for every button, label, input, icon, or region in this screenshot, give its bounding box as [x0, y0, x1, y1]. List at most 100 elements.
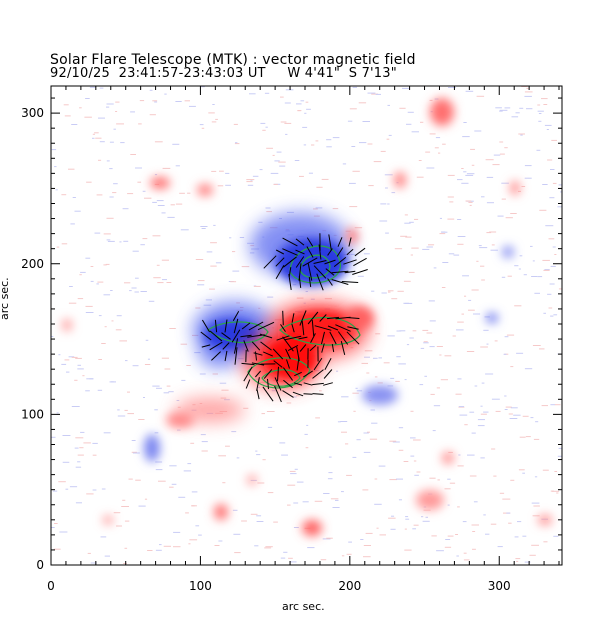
noise-speck — [378, 465, 386, 467]
noise-speck — [148, 300, 155, 302]
noise-speck — [89, 378, 94, 380]
noise-speck — [256, 454, 261, 456]
noise-speck — [466, 173, 475, 175]
noise-speck — [123, 563, 127, 564]
noise-speck — [249, 93, 256, 95]
noise-speck — [558, 447, 562, 449]
field-vector — [302, 257, 318, 267]
noise-speck — [112, 192, 117, 194]
noise-speck — [168, 391, 174, 393]
field-vector — [200, 331, 212, 341]
noise-speck — [367, 143, 373, 145]
noise-speck — [92, 442, 98, 444]
noise-speck — [284, 122, 292, 124]
noise-speck — [369, 438, 378, 440]
noise-speck — [169, 328, 176, 329]
noise-speck — [68, 302, 77, 304]
noise-speck — [447, 535, 454, 537]
noise-speck — [283, 551, 288, 553]
noise-speck — [522, 415, 529, 417]
noise-speck — [98, 117, 105, 119]
noise-speck — [531, 544, 539, 546]
noise-speck — [191, 491, 198, 493]
noise-speck — [101, 488, 106, 490]
noise-speck — [199, 124, 204, 126]
x-tick-label: 100 — [189, 579, 212, 593]
noise-speck — [363, 451, 371, 453]
noise-speck — [545, 225, 554, 227]
noise-speck — [253, 285, 261, 287]
noise-speck — [404, 549, 412, 551]
noise-speck — [474, 385, 478, 387]
noise-speck — [441, 287, 446, 288]
noise-speck — [177, 429, 181, 431]
noise-speck — [506, 512, 511, 514]
noise-speck — [469, 475, 477, 477]
noise-speck — [442, 262, 449, 263]
noise-speck — [425, 516, 428, 518]
noise-speck — [471, 432, 476, 434]
noise-speck — [426, 246, 433, 248]
field-vector — [321, 343, 325, 353]
noise-speck — [330, 498, 339, 500]
noise-speck — [189, 105, 196, 107]
noise-speck — [52, 490, 58, 492]
field-vector — [307, 311, 319, 325]
noise-speck — [544, 269, 550, 271]
noise-speck — [197, 284, 205, 286]
field-vector — [354, 247, 366, 257]
field-vector — [347, 326, 359, 330]
field-vector — [324, 259, 336, 265]
noise-speck — [167, 216, 175, 218]
noise-speck — [281, 454, 288, 456]
noise-speck — [266, 411, 275, 412]
noise-speck — [461, 182, 469, 184]
noise-speck — [314, 500, 323, 502]
field-vector — [327, 278, 333, 286]
noise-speck — [541, 405, 548, 407]
noise-speck — [279, 165, 286, 167]
field-vector — [325, 268, 335, 276]
noise-speck — [304, 433, 308, 435]
noise-speck — [115, 111, 118, 112]
noise-speck — [225, 172, 230, 174]
noise-speck — [514, 305, 522, 307]
noise-speck — [83, 442, 91, 444]
field-vector — [260, 341, 272, 351]
noise-speck — [360, 539, 364, 540]
noise-speck — [539, 209, 547, 211]
noise-speck — [402, 87, 409, 89]
noise-speck — [549, 197, 555, 199]
plot-subtitle: 92/10/25 23:41:57-23:43:03 UT W 4'41" S … — [50, 66, 397, 81]
noise-speck — [341, 555, 345, 557]
field-vector — [267, 378, 269, 390]
noise-speck — [119, 340, 127, 342]
noise-speck — [206, 251, 213, 253]
noise-speck — [292, 284, 297, 286]
noise-speck — [520, 134, 523, 136]
noise-speck — [524, 91, 533, 93]
noise-speck — [391, 298, 398, 300]
noise-speck — [492, 164, 500, 166]
noise-speck — [131, 440, 136, 441]
noise-speck — [550, 169, 555, 170]
noise-speck — [423, 509, 431, 511]
noise-speck — [266, 211, 272, 213]
noise-speck — [508, 413, 513, 415]
field-vector — [323, 382, 333, 386]
noise-speck — [560, 191, 562, 193]
noise-speck — [179, 192, 185, 194]
noise-speck — [444, 488, 451, 490]
noise-speck — [94, 132, 99, 134]
noise-speck — [463, 552, 467, 554]
field-vector — [221, 332, 231, 340]
noise-speck — [195, 525, 200, 527]
noise-speck — [51, 149, 57, 151]
positive-polarity-core — [62, 98, 552, 536]
noise-speck — [175, 101, 182, 102]
noise-speck — [352, 392, 359, 394]
noise-speck — [144, 498, 148, 500]
field-vector — [233, 318, 239, 334]
noise-speck — [115, 101, 120, 103]
